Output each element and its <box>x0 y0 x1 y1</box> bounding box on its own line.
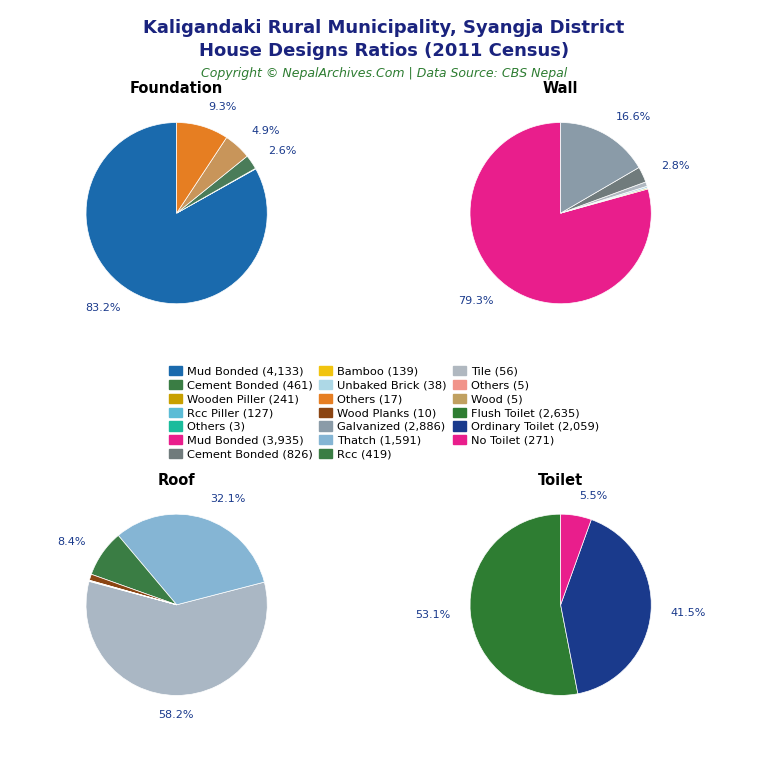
Wedge shape <box>561 186 647 214</box>
Wedge shape <box>86 581 267 695</box>
Wedge shape <box>89 581 177 605</box>
Wedge shape <box>561 123 639 214</box>
Wedge shape <box>86 123 267 303</box>
Text: 5.5%: 5.5% <box>580 491 608 501</box>
Wedge shape <box>561 167 646 214</box>
Wedge shape <box>470 515 578 695</box>
Wedge shape <box>89 574 177 605</box>
Text: Kaligandaki Rural Municipality, Syangja District: Kaligandaki Rural Municipality, Syangja … <box>144 19 624 37</box>
Wedge shape <box>470 123 651 303</box>
Text: 58.2%: 58.2% <box>158 710 194 720</box>
Wedge shape <box>91 535 177 605</box>
Text: 32.1%: 32.1% <box>210 495 246 505</box>
Text: 16.6%: 16.6% <box>616 112 651 122</box>
Text: Copyright © NepalArchives.Com | Data Source: CBS Nepal: Copyright © NepalArchives.Com | Data Sou… <box>201 67 567 80</box>
Wedge shape <box>177 123 227 214</box>
Wedge shape <box>561 188 648 214</box>
Text: 41.5%: 41.5% <box>671 608 707 618</box>
Title: Toilet: Toilet <box>538 472 583 488</box>
Text: 2.6%: 2.6% <box>268 146 296 156</box>
Text: 8.4%: 8.4% <box>58 537 86 547</box>
Wedge shape <box>177 156 256 214</box>
Text: 53.1%: 53.1% <box>415 611 451 621</box>
Wedge shape <box>118 515 264 605</box>
Wedge shape <box>561 519 651 694</box>
Text: 4.9%: 4.9% <box>251 126 280 136</box>
Text: 79.3%: 79.3% <box>458 296 494 306</box>
Text: House Designs Ratios (2011 Census): House Designs Ratios (2011 Census) <box>199 42 569 60</box>
Wedge shape <box>177 137 247 214</box>
Title: Wall: Wall <box>543 81 578 96</box>
Text: 2.8%: 2.8% <box>660 161 689 171</box>
Wedge shape <box>561 515 591 605</box>
Legend: Mud Bonded (4,133), Cement Bonded (461), Wooden Piller (241), Rcc Piller (127), : Mud Bonded (4,133), Cement Bonded (461),… <box>164 361 604 465</box>
Wedge shape <box>177 168 256 214</box>
Title: Foundation: Foundation <box>130 81 223 96</box>
Text: 83.2%: 83.2% <box>85 303 121 313</box>
Wedge shape <box>561 182 647 214</box>
Title: Roof: Roof <box>158 472 195 488</box>
Wedge shape <box>89 581 177 605</box>
Text: 9.3%: 9.3% <box>208 102 237 112</box>
